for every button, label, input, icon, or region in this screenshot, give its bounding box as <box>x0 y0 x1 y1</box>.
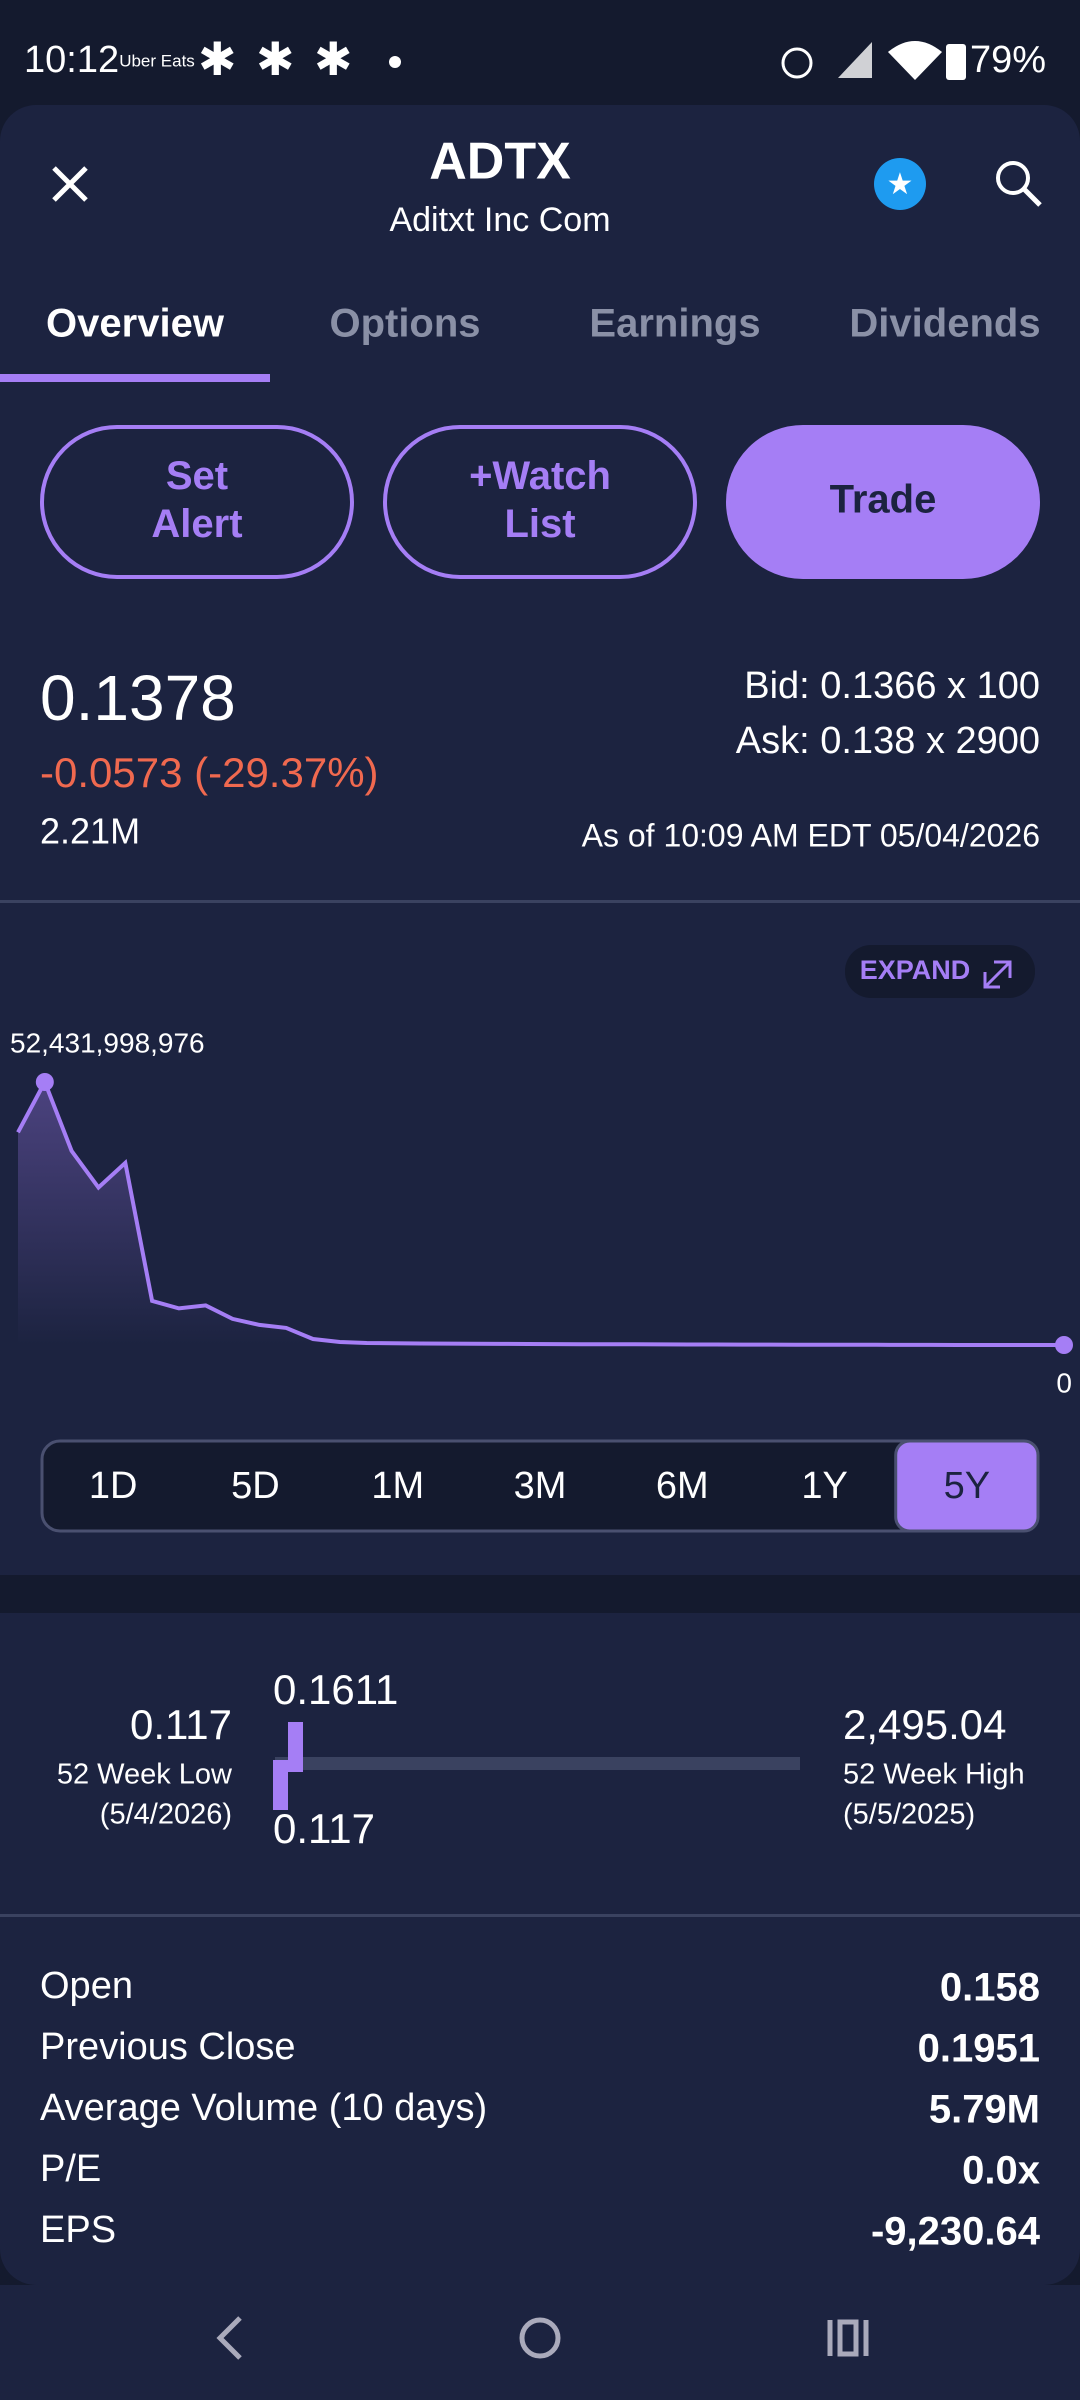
battery-icon <box>946 44 966 80</box>
divider <box>0 900 1080 903</box>
range-option[interactable]: 3M <box>514 1465 567 1507</box>
price-area <box>18 1082 1064 1345</box>
tab[interactable]: Earnings <box>589 302 760 346</box>
symbol: ADTX <box>429 133 571 191</box>
low-date: (5/4/2026) <box>100 1799 232 1831</box>
status-time: 10:12 <box>24 39 119 81</box>
button-shape <box>383 425 697 579</box>
high-date: (5/5/2025) <box>843 1799 975 1831</box>
tab[interactable]: Options <box>329 302 480 346</box>
price-change: -0.0573 (-29.37%) <box>40 749 379 796</box>
low-label: 0 <box>1056 1367 1072 1398</box>
last-point <box>1055 1336 1073 1354</box>
back-button[interactable] <box>216 2316 242 2360</box>
range-option[interactable]: 1D <box>89 1465 138 1507</box>
stat-value: -9,230.64 <box>871 2210 1041 2254</box>
stat-label: Open <box>40 1965 133 2007</box>
action-button[interactable]: Trade <box>726 425 1040 579</box>
panel <box>0 105 1080 2285</box>
stat-value: 5.79M <box>929 2088 1040 2132</box>
current-bottom: 0.117 <box>273 1805 375 1852</box>
button-label: Set Alert <box>151 454 242 546</box>
range-selected <box>894 1439 1040 1533</box>
price-chart: 52,431,998,976 0 <box>10 1027 1073 1398</box>
search-button[interactable] <box>996 161 1030 195</box>
price: 0.1378 <box>40 662 236 734</box>
icon: ✱ <box>198 33 237 85</box>
low-label: 52 Week Low <box>57 1759 233 1791</box>
low-value: 0.117 <box>130 1701 232 1748</box>
stat-label: P/E <box>40 2148 101 2190</box>
stat-label: Previous Close <box>40 2026 296 2068</box>
company-name: Aditxt Inc Com <box>389 201 610 239</box>
as-of: As of 10:09 AM EDT 05/04/2026 <box>582 817 1040 853</box>
icon: ✱ <box>256 33 295 85</box>
dot <box>389 56 401 68</box>
battery-level: 79% <box>970 39 1046 81</box>
search-handle <box>1022 187 1042 207</box>
button-label: +Watch List <box>469 454 611 546</box>
stats: Open 0.158 Previous Close 0.1951 Average Vol… <box>40 1965 1041 2254</box>
icon: ✱ <box>314 33 353 85</box>
action-button[interactable]: +Watch List <box>383 425 697 579</box>
stat-label: EPS <box>40 2209 116 2251</box>
status-icons: ✱ ✱ ✱ <box>198 33 401 85</box>
action-button[interactable]: Set Alert <box>40 425 354 579</box>
uber-eats-icon: Uber Eats <box>119 51 195 70</box>
alarm-icon <box>781 47 813 79</box>
button-label: Trade <box>830 478 937 522</box>
range-option[interactable]: 1Y <box>801 1465 847 1507</box>
tab[interactable]: Overview <box>46 302 225 346</box>
stat-value: 0.0x <box>962 2149 1040 2193</box>
high-label: 52 Week High <box>843 1759 1025 1791</box>
wifi-icon <box>888 41 942 80</box>
price-line <box>16 1077 1064 1347</box>
action-buttons: Set Alert +Watch List Trade <box>40 425 1040 579</box>
current-top: 0.1611 <box>273 1666 398 1713</box>
expand-label: EXPAND <box>860 955 971 985</box>
signal-icon <box>838 42 872 78</box>
range-selector: 1D 5D 1M 3M 6M 1Y 5Y <box>40 1439 1040 1533</box>
current-marker <box>288 1722 303 1772</box>
tab[interactable]: Dividends <box>849 302 1040 346</box>
bid: Bid: 0.1366 x 100 <box>744 665 1040 707</box>
range-track <box>275 1757 800 1770</box>
button-shape <box>40 425 354 579</box>
nav-bar <box>0 2285 1080 2400</box>
star-icon: ★ <box>887 168 914 201</box>
low-marker <box>273 1760 288 1810</box>
range-option[interactable]: 1M <box>371 1465 424 1507</box>
stat-label: Average Volume (10 days) <box>40 2087 487 2129</box>
range-option[interactable]: 5Y <box>944 1465 990 1507</box>
range-option[interactable]: 6M <box>656 1465 709 1507</box>
favorite-button[interactable] <box>874 158 926 210</box>
ask: Ask: 0.138 x 2900 <box>736 720 1040 762</box>
tab-indicator <box>0 374 270 382</box>
button-shape <box>726 425 1040 579</box>
volume: 2.21M <box>40 811 140 852</box>
stat-value: 0.1951 <box>918 2027 1040 2071</box>
tabs: Overview Options Earnings Dividends <box>46 302 1041 346</box>
divider <box>0 1914 1080 1917</box>
home-button[interactable] <box>519 2317 561 2359</box>
range-option[interactable]: 5D <box>231 1465 280 1507</box>
high-label: 52,431,998,976 <box>10 1027 205 1058</box>
close-button[interactable] <box>52 166 88 202</box>
expand-icon <box>983 960 1012 989</box>
recents-button[interactable] <box>827 2319 869 2357</box>
stat-value: 0.158 <box>940 1966 1040 2010</box>
high-value: 2,495.04 <box>843 1701 1007 1748</box>
high-point <box>35 1073 54 1091</box>
section-gap <box>0 1575 1080 1613</box>
